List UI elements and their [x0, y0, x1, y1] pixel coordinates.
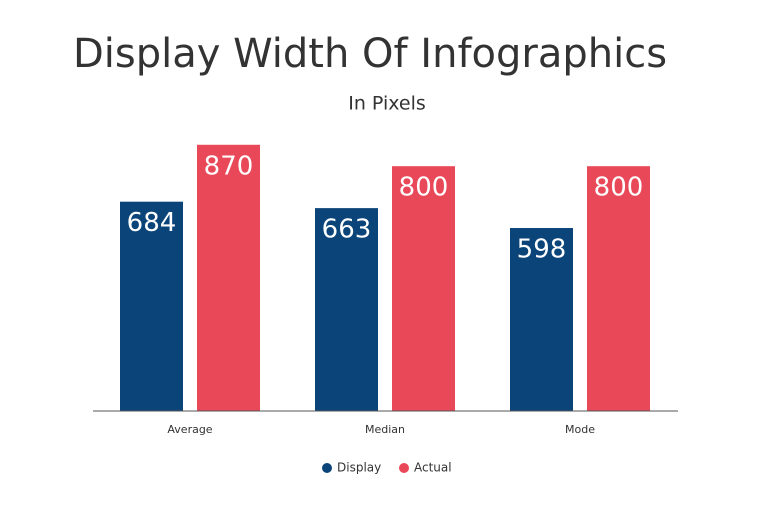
value-label: 870 [204, 151, 254, 181]
x-tick-label: Mode [565, 423, 595, 436]
value-label: 800 [399, 173, 449, 203]
bar [510, 228, 573, 411]
value-label: 598 [517, 235, 567, 265]
chart-subtitle: In Pixels [348, 93, 426, 115]
value-label: 800 [594, 173, 644, 203]
legend-label: Display [337, 461, 381, 475]
bar [315, 208, 378, 411]
bar [587, 166, 650, 411]
legend-label: Actual [414, 461, 452, 475]
x-tick-label: Median [365, 423, 405, 436]
value-label: 663 [322, 215, 372, 245]
chart-title: Display Width Of Infographics [73, 31, 667, 77]
legend-marker [322, 463, 332, 473]
legend-marker [399, 463, 409, 473]
bar [392, 166, 455, 411]
bar [120, 201, 183, 411]
value-label: 684 [127, 208, 177, 238]
bar [197, 144, 260, 411]
x-tick-label: Average [167, 423, 212, 436]
